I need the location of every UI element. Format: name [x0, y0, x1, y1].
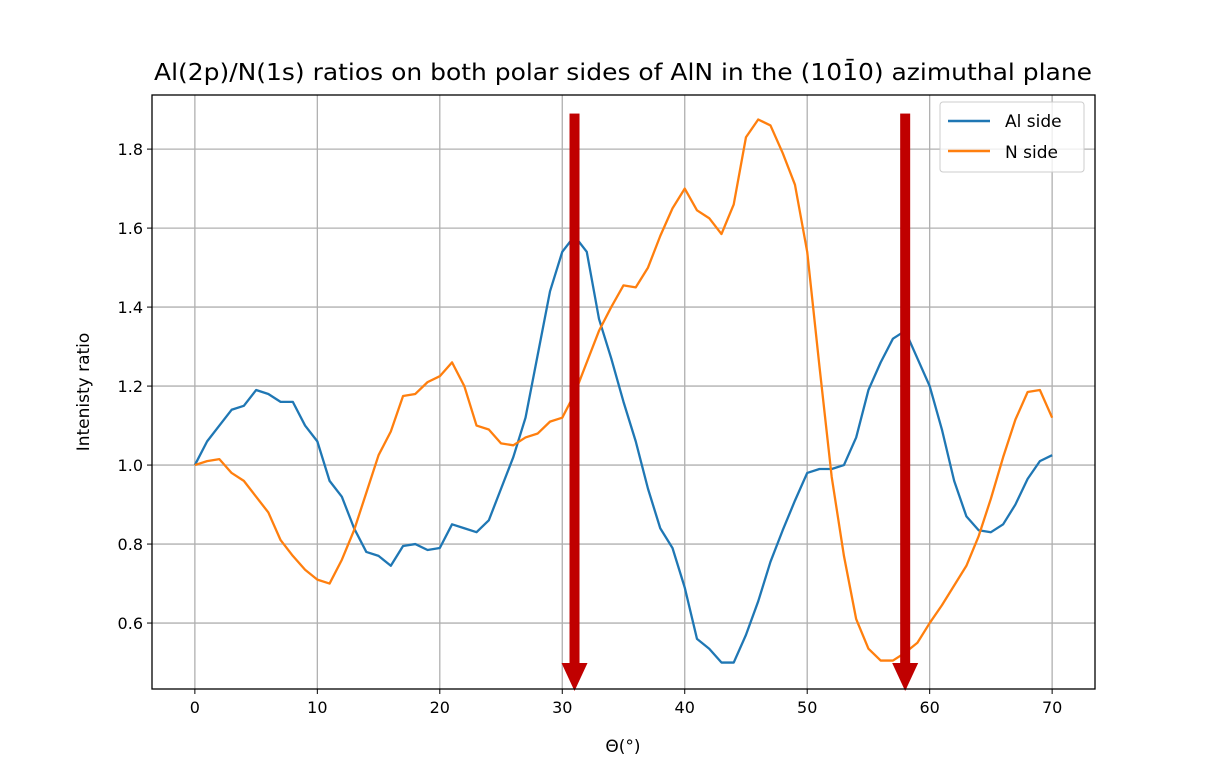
y-axis-label: Intenisty ratio: [74, 333, 94, 452]
grid: [152, 95, 1095, 689]
arrow-down-icon: [892, 663, 919, 691]
y-tick-label: 1.8: [118, 140, 143, 159]
x-tick-label: 50: [797, 698, 817, 717]
y-tick-label: 1.4: [118, 298, 143, 317]
y-tick-label: 0.8: [118, 535, 143, 554]
x-tick-label: 60: [919, 698, 939, 717]
legend-label-n-side: N side: [1005, 143, 1058, 163]
arrow-down-icon: [561, 663, 588, 691]
x-tick-label: 40: [675, 698, 695, 717]
arrow-annotations: [561, 113, 919, 691]
y-tick-label: 1.0: [118, 456, 143, 475]
x-tick-label: 0: [190, 698, 200, 717]
y-axis: 0.6 0.8 1.0 1.2 1.4 1.6 1.8: [118, 140, 152, 633]
series-line-n-side: [194, 118, 1054, 662]
x-axis: 0 10 20 30 40 50 60 70: [190, 689, 1062, 717]
legend-label-al-side: Al side: [1005, 112, 1062, 132]
y-tick-label: 1.6: [118, 219, 143, 238]
legend: Al side N side: [939, 101, 1085, 173]
chart-title: Al(2p)/N(1s) ratios on both polar sides …: [154, 58, 1092, 86]
y-tick-label: 0.6: [118, 614, 143, 633]
series-lines: [193, 118, 1054, 664]
x-tick-label: 20: [430, 698, 450, 717]
series-line-al-side: [193, 234, 1053, 664]
x-tick-label: 10: [307, 698, 327, 717]
x-tick-label: 70: [1042, 698, 1062, 717]
x-tick-label: 30: [552, 698, 572, 717]
arrow-shaft: [900, 113, 911, 663]
x-axis-label: Θ(°): [605, 737, 640, 757]
plot-frame: [151, 94, 1096, 690]
legend-box: [939, 101, 1085, 173]
y-tick-label: 1.2: [118, 377, 143, 396]
arrow-shaft: [569, 113, 580, 663]
